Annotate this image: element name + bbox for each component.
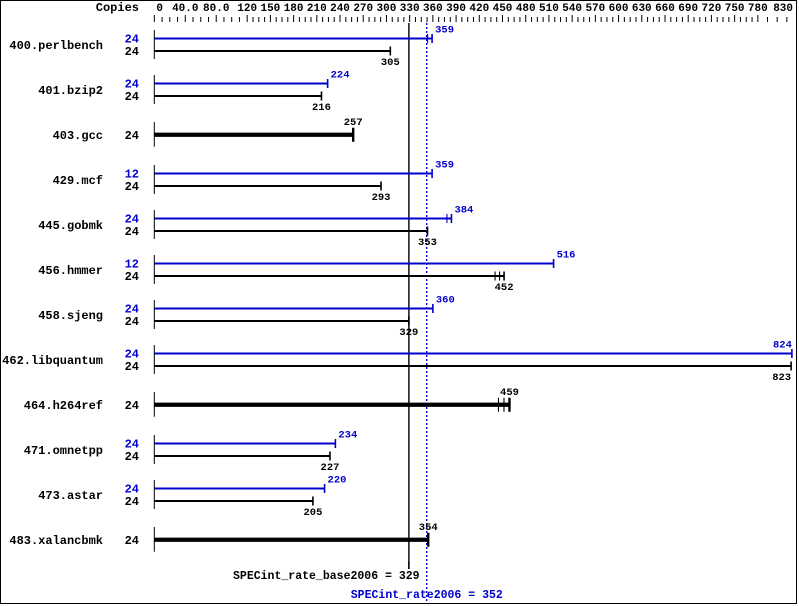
svg-text:390: 390 (446, 3, 466, 15)
svg-text:823: 823 (772, 372, 791, 384)
svg-text:471.omnetpp: 471.omnetpp (24, 444, 103, 458)
svg-text:234: 234 (338, 430, 357, 442)
svg-text:120: 120 (237, 3, 257, 15)
svg-text:300: 300 (377, 3, 397, 15)
svg-text:630: 630 (632, 3, 652, 15)
svg-text:24: 24 (125, 45, 139, 59)
svg-text:400.perlbench: 400.perlbench (9, 39, 103, 53)
svg-text:224: 224 (331, 70, 350, 82)
svg-text:750: 750 (725, 3, 745, 15)
svg-text:227: 227 (321, 462, 340, 474)
svg-text:824: 824 (773, 340, 792, 352)
svg-text:401.bzip2: 401.bzip2 (38, 84, 103, 98)
svg-text:220: 220 (328, 475, 347, 487)
svg-text:24: 24 (125, 360, 139, 374)
svg-text:510: 510 (539, 3, 559, 15)
svg-text:459: 459 (500, 387, 519, 399)
svg-text:180: 180 (284, 3, 304, 15)
svg-text:540: 540 (562, 3, 582, 15)
svg-text:24: 24 (125, 270, 139, 284)
svg-text:780: 780 (748, 3, 768, 15)
svg-text:257: 257 (344, 117, 363, 129)
svg-text:24: 24 (125, 495, 139, 509)
svg-text:403.gcc: 403.gcc (53, 129, 103, 143)
svg-text:360: 360 (423, 3, 443, 15)
svg-text:354: 354 (419, 522, 438, 534)
svg-text:384: 384 (454, 205, 473, 217)
svg-text:830: 830 (773, 3, 793, 15)
svg-text:450: 450 (493, 3, 513, 15)
svg-text:216: 216 (312, 102, 331, 114)
svg-text:24: 24 (125, 180, 139, 194)
svg-text:429.mcf: 429.mcf (53, 174, 103, 188)
svg-text:420: 420 (469, 3, 489, 15)
svg-text:359: 359 (435, 160, 454, 172)
svg-text:293: 293 (372, 192, 391, 204)
svg-text:Copies: Copies (96, 1, 139, 15)
svg-text:80.0: 80.0 (203, 3, 229, 15)
svg-text:240: 240 (330, 3, 350, 15)
svg-text:SPECint_rate_base2006 = 329: SPECint_rate_base2006 = 329 (233, 570, 420, 583)
svg-text:0: 0 (156, 3, 163, 15)
svg-text:330: 330 (400, 3, 420, 15)
svg-text:456.hmmer: 456.hmmer (38, 264, 103, 278)
svg-text:480: 480 (516, 3, 536, 15)
svg-text:516: 516 (557, 250, 576, 262)
svg-text:24: 24 (125, 534, 139, 548)
svg-text:270: 270 (353, 3, 373, 15)
svg-text:205: 205 (303, 507, 322, 519)
svg-text:660: 660 (655, 3, 675, 15)
svg-text:600: 600 (609, 3, 629, 15)
svg-text:305: 305 (381, 57, 400, 69)
svg-text:464.h264ref: 464.h264ref (24, 399, 103, 413)
svg-text:445.gobmk: 445.gobmk (38, 219, 103, 233)
svg-text:359: 359 (435, 25, 454, 37)
svg-text:24: 24 (125, 399, 139, 413)
svg-text:24: 24 (125, 129, 139, 143)
svg-text:462.libquantum: 462.libquantum (2, 354, 103, 368)
svg-text:24: 24 (125, 315, 139, 329)
svg-text:353: 353 (418, 237, 437, 249)
svg-text:40.0: 40.0 (172, 3, 198, 15)
svg-text:570: 570 (585, 3, 605, 15)
svg-text:458.sjeng: 458.sjeng (38, 309, 103, 323)
svg-text:24: 24 (125, 90, 139, 104)
svg-text:24: 24 (125, 450, 139, 464)
svg-text:720: 720 (702, 3, 722, 15)
svg-text:24: 24 (125, 225, 139, 239)
svg-text:483.xalancbmk: 483.xalancbmk (9, 534, 103, 548)
svg-text:360: 360 (436, 295, 455, 307)
svg-text:SPECint_rate2006 = 352: SPECint_rate2006 = 352 (351, 589, 503, 602)
svg-text:210: 210 (307, 3, 327, 15)
svg-text:329: 329 (399, 327, 418, 339)
svg-text:150: 150 (260, 3, 280, 15)
svg-text:452: 452 (495, 282, 514, 294)
svg-text:690: 690 (678, 3, 698, 15)
svg-text:473.astar: 473.astar (38, 489, 103, 503)
